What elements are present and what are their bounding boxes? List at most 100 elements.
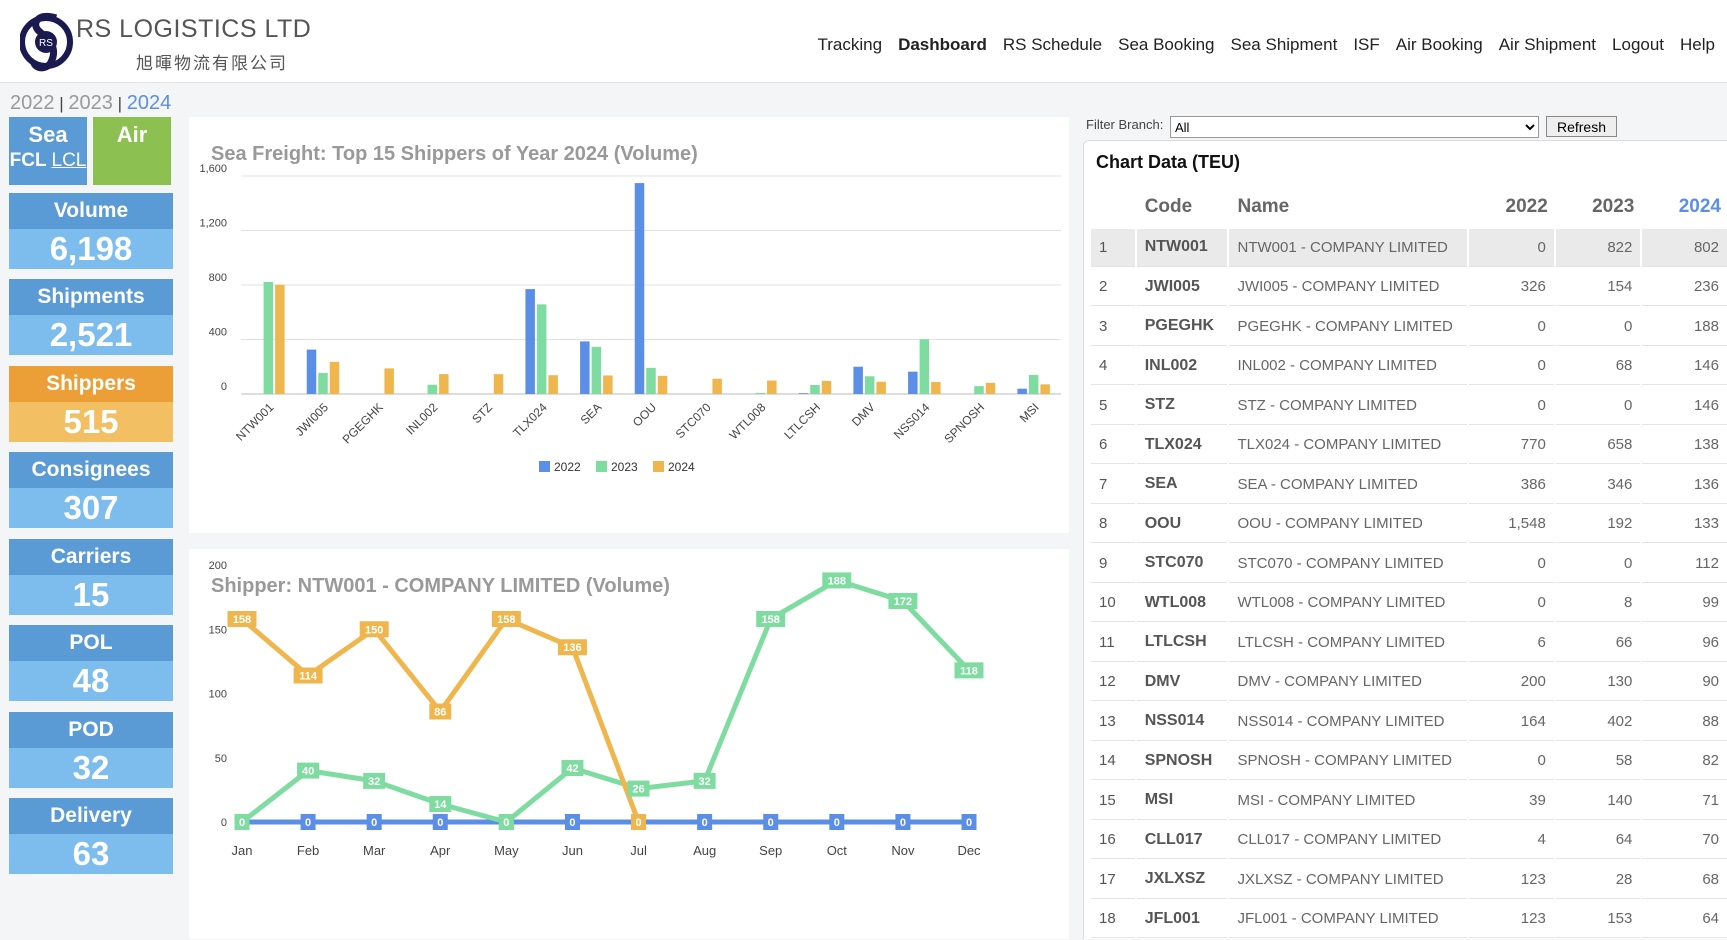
bar-2023 bbox=[263, 282, 274, 394]
stat-shippers[interactable]: Shippers 515 bbox=[9, 366, 173, 442]
lcl-link[interactable]: LCL bbox=[51, 150, 87, 171]
table-row[interactable]: 4 INL002 INL002 - COMPANY LIMITED 0 68 146 bbox=[1091, 348, 1727, 385]
x-tick-label: Nov bbox=[891, 843, 915, 858]
row-index: 6 bbox=[1091, 427, 1135, 464]
bar-2024 bbox=[329, 361, 340, 394]
bar-2024 bbox=[767, 380, 777, 394]
x-tick-label: DMV bbox=[849, 400, 878, 429]
header-2024[interactable]: 2024 bbox=[1678, 196, 1721, 217]
stat-value: 515 bbox=[9, 402, 173, 442]
nav-dashboard[interactable]: Dashboard bbox=[898, 35, 987, 54]
row-index: 15 bbox=[1091, 782, 1135, 820]
nav-rs-schedule[interactable]: RS Schedule bbox=[1002, 35, 1103, 54]
stat-label: POD bbox=[9, 712, 173, 748]
point-label-2023: 42 bbox=[566, 763, 578, 775]
point-label-2024: 158 bbox=[233, 614, 251, 626]
table-row[interactable]: 18 JFL001 JFL001 - COMPANY LIMITED 123 153 64 bbox=[1091, 901, 1727, 938]
y-tick-label: 0 bbox=[221, 381, 227, 393]
table-row[interactable]: 3 PGEGHK PGEGHK - COMPANY LIMITED 0 0 188 bbox=[1091, 308, 1727, 346]
nav-logout[interactable]: Logout bbox=[1612, 35, 1665, 54]
value-2024: 68 bbox=[1642, 861, 1727, 899]
stat-pol[interactable]: POL 48 bbox=[9, 625, 173, 701]
stat-delivery[interactable]: Delivery 63 bbox=[9, 798, 173, 874]
table-row[interactable]: 6 TLX024 TLX024 - COMPANY LIMITED 770 658 138 bbox=[1091, 427, 1727, 464]
point-label-2023: 188 bbox=[828, 575, 846, 587]
header-code[interactable]: Code bbox=[1144, 196, 1193, 217]
logo-letters: RS bbox=[39, 38, 53, 49]
year-2022-link[interactable]: 2022 bbox=[10, 92, 55, 114]
header-2023[interactable]: 2023 bbox=[1592, 196, 1635, 217]
fcl-link[interactable]: FCL bbox=[9, 150, 47, 171]
bar-2024 bbox=[985, 382, 996, 394]
nav-isf[interactable]: ISF bbox=[1353, 35, 1380, 54]
bar-2022 bbox=[1017, 388, 1027, 394]
table-row[interactable]: 11 LTLCSH LTLCSH - COMPANY LIMITED 6 66 96 bbox=[1091, 624, 1727, 662]
refresh-button[interactable]: Refresh bbox=[1546, 116, 1617, 137]
value-2023: 130 bbox=[1555, 664, 1641, 701]
row-index: 5 bbox=[1091, 387, 1135, 425]
stat-volume[interactable]: Volume 6,198 bbox=[9, 193, 173, 269]
table-row[interactable]: 8 OOU OOU - COMPANY LIMITED 1,548 192 133 bbox=[1091, 506, 1727, 543]
branch-select[interactable]: All bbox=[1170, 116, 1539, 138]
x-tick-label: WTL008 bbox=[726, 400, 768, 442]
table-row[interactable]: 9 STC070 STC070 - COMPANY LIMITED 0 0 112 bbox=[1091, 545, 1727, 583]
shipper-code: OOU bbox=[1136, 506, 1228, 543]
nav-air-shipment[interactable]: Air Shipment bbox=[1498, 35, 1597, 54]
shipper-detail-chart-panel: Shipper: NTW001 - COMPANY LIMITED (Volum… bbox=[189, 549, 1069, 939]
point-label-bg-2022 bbox=[763, 814, 779, 830]
nav-sea-shipment[interactable]: Sea Shipment bbox=[1230, 35, 1338, 54]
table-row[interactable]: 7 SEA SEA - COMPANY LIMITED 386 346 136 bbox=[1091, 466, 1727, 504]
table-row[interactable]: 10 WTL008 WTL008 - COMPANY LIMITED 0 8 99 bbox=[1091, 585, 1727, 622]
value-2022: 6 bbox=[1469, 624, 1554, 662]
table-row[interactable]: 2 JWI005 JWI005 - COMPANY LIMITED 326 154 236 bbox=[1091, 269, 1727, 306]
table-row[interactable]: 12 DMV DMV - COMPANY LIMITED 200 130 90 bbox=[1091, 664, 1727, 701]
value-2022: 0 bbox=[1469, 585, 1554, 622]
air-mode-button[interactable]: Air bbox=[93, 117, 171, 185]
point-label-2023: 158 bbox=[762, 614, 780, 626]
x-tick-label: Apr bbox=[430, 843, 451, 858]
nav-help[interactable]: Help bbox=[1680, 35, 1715, 54]
sea-mode-button[interactable]: Sea FCL LCL bbox=[9, 117, 87, 185]
value-2022: 0 bbox=[1469, 387, 1554, 425]
branch-filter: Filter Branch: All Refresh bbox=[1086, 116, 1617, 138]
stat-shipments[interactable]: Shipments 2,521 bbox=[9, 279, 173, 355]
company-logo[interactable]: RS bbox=[20, 10, 74, 72]
header-2022[interactable]: 2022 bbox=[1505, 196, 1548, 217]
x-tick-label: NSS014 bbox=[891, 400, 933, 442]
year-2023-link[interactable]: 2023 bbox=[68, 92, 113, 114]
stat-value: 15 bbox=[9, 575, 173, 615]
table-row[interactable]: 5 STZ STZ - COMPANY LIMITED 0 0 146 bbox=[1091, 387, 1727, 425]
bar-2022 bbox=[853, 366, 863, 394]
nav-tracking[interactable]: Tracking bbox=[817, 35, 883, 54]
point-label-bg-2022 bbox=[697, 814, 713, 830]
stat-consignees[interactable]: Consignees 307 bbox=[9, 452, 173, 528]
shipper-name: JWI005 - COMPANY LIMITED bbox=[1229, 269, 1468, 306]
value-2023: 58 bbox=[1555, 743, 1641, 780]
value-2022: 123 bbox=[1469, 861, 1554, 899]
table-row[interactable]: 1 NTW001 NTW001 - COMPANY LIMITED 0 822 802 bbox=[1091, 229, 1727, 267]
value-2022: 0 bbox=[1469, 348, 1554, 385]
table-row[interactable]: 13 NSS014 NSS014 - COMPANY LIMITED 164 402 88 bbox=[1091, 703, 1727, 741]
bar-2024 bbox=[439, 374, 449, 394]
year-2024-link[interactable]: 2024 bbox=[126, 92, 172, 114]
bar-2023 bbox=[427, 384, 438, 394]
value-2024: 146 bbox=[1642, 348, 1727, 385]
table-row[interactable]: 15 MSI MSI - COMPANY LIMITED 39 140 71 bbox=[1091, 782, 1727, 820]
stat-value: 48 bbox=[9, 661, 173, 701]
table-row[interactable]: 14 SPNOSH SPNOSH - COMPANY LIMITED 0 58 82 bbox=[1091, 743, 1727, 780]
header-name[interactable]: Name bbox=[1237, 196, 1290, 217]
y-tick-label: 150 bbox=[209, 624, 227, 636]
value-2022: 39 bbox=[1469, 782, 1554, 820]
stat-carriers[interactable]: Carriers 15 bbox=[9, 539, 173, 615]
nav-air-booking[interactable]: Air Booking bbox=[1395, 35, 1483, 54]
shipper-name: LTLCSH - COMPANY LIMITED bbox=[1229, 624, 1468, 662]
nav-sea-booking[interactable]: Sea Booking bbox=[1118, 35, 1215, 54]
table-row[interactable]: 16 CLL017 CLL017 - COMPANY LIMITED 4 64 70 bbox=[1091, 822, 1727, 859]
shipper-name: STC070 - COMPANY LIMITED bbox=[1229, 545, 1468, 583]
point-label-2024: 150 bbox=[365, 624, 383, 636]
value-2022: 200 bbox=[1469, 664, 1554, 701]
bar-2022 bbox=[580, 341, 590, 394]
table-row[interactable]: 17 JXLXSZ JXLXSZ - COMPANY LIMITED 123 28 68 bbox=[1091, 861, 1727, 899]
shipper-code: JXLXSZ bbox=[1136, 861, 1228, 899]
stat-pod[interactable]: POD 32 bbox=[9, 712, 173, 788]
